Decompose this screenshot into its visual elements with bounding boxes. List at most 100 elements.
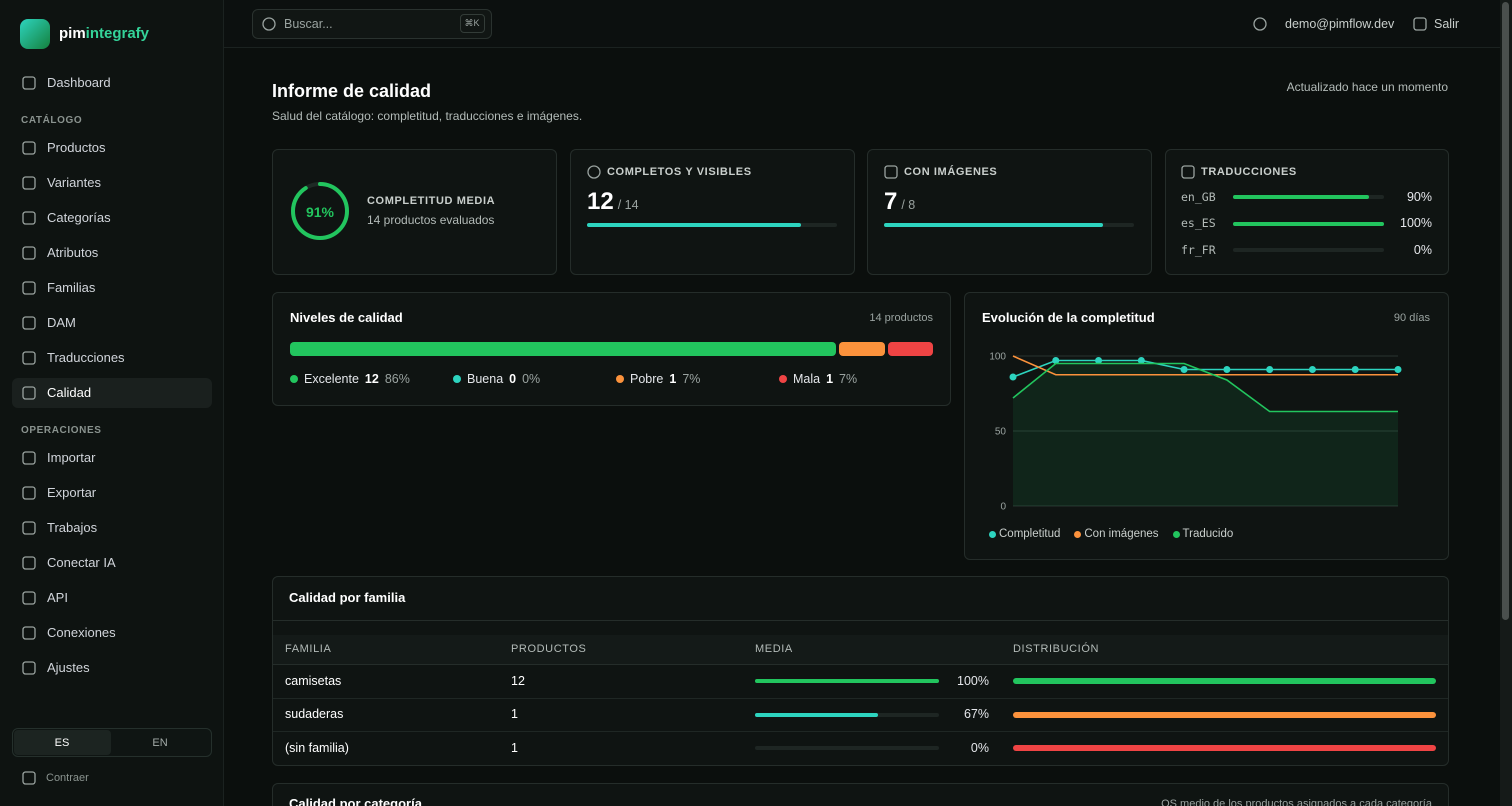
product-count: 1 <box>511 707 518 722</box>
ring-arc <box>291 182 349 240</box>
icon <box>22 521 36 535</box>
mean-label: 67% <box>963 707 989 722</box>
nav-item[interactable]: API <box>47 589 68 605</box>
icon-shape <box>1413 17 1427 31</box>
user-email: demo@pimflow.dev <box>1285 16 1395 31</box>
icon-shape <box>884 165 898 179</box>
legend-dot <box>1074 531 1082 538</box>
card-label: COMPLETOS Y VISIBLES <box>607 165 752 178</box>
level-count: 1 <box>826 371 834 386</box>
row-divider <box>273 731 1448 732</box>
nav-item[interactable]: Importar <box>47 449 96 465</box>
legend-label: Con imágenes <box>1084 527 1159 540</box>
icon-shape <box>22 316 36 330</box>
card-title: Calidad por familia <box>289 589 406 605</box>
card-complete_visible <box>570 149 855 275</box>
brand: pimintegrafy <box>59 25 149 43</box>
chart-title: Evolución de la completitud <box>982 309 1155 325</box>
product-count: 12 <box>511 673 525 688</box>
family-name: (sin familia) <box>285 740 349 755</box>
icon-shape <box>22 771 36 785</box>
family-name: camisetas <box>285 673 342 688</box>
page-subtitle: Salud del catálogo: completitud, traducc… <box>272 109 583 124</box>
icon <box>884 165 898 179</box>
card-title: Niveles de calidad <box>290 309 403 325</box>
progress-track <box>1233 248 1384 252</box>
icon <box>22 76 36 90</box>
card-category <box>272 783 1449 806</box>
card-total: / 14 <box>617 197 639 212</box>
icon-shape <box>587 165 601 179</box>
page-title: Informe de calidad <box>272 81 432 102</box>
nav-item[interactable]: Conectar IA <box>47 554 116 570</box>
legend-dot <box>453 375 461 383</box>
search-box[interactable] <box>252 9 492 39</box>
icon-shape <box>22 626 36 640</box>
mean-label: 0% <box>970 740 989 755</box>
icon <box>22 661 36 675</box>
search-placeholder: Buscar... <box>284 16 333 31</box>
nav-item[interactable]: Productos <box>47 139 106 155</box>
nav-item[interactable]: Traducciones <box>47 349 125 365</box>
level-segment <box>887 342 933 356</box>
nav-item[interactable]: Variantes <box>47 174 101 190</box>
icon <box>22 176 36 190</box>
ring-label: 91% <box>305 203 335 220</box>
card-note: QS medio de los productos asignados a ca… <box>1161 797 1432 806</box>
card-family-table <box>272 576 1449 766</box>
icon-shape <box>22 76 36 90</box>
collapse[interactable]: Contraer <box>46 771 89 784</box>
page-updated: Actualizado hace un momento <box>1286 80 1448 95</box>
lang-option[interactable]: EN <box>152 736 168 749</box>
icon <box>22 386 36 400</box>
percent: 90% <box>1406 189 1432 204</box>
distribution-segment <box>1013 678 1436 684</box>
level-name: Pobre <box>630 371 664 386</box>
level-count: 0 <box>509 371 517 386</box>
brand-prefix: pim <box>59 25 86 42</box>
nav-section-title: OPERACIONES <box>21 424 102 436</box>
progress-fill <box>884 223 1103 227</box>
nav-item[interactable]: Familias <box>47 279 96 295</box>
nav-item[interactable]: Trabajos <box>47 519 98 535</box>
logo-icon <box>20 19 50 49</box>
icon-shape <box>22 451 36 465</box>
icon-shape <box>22 386 36 400</box>
legend-dot <box>290 375 298 383</box>
card-total: / 8 <box>901 197 916 212</box>
lang-option[interactable]: ES <box>54 736 70 749</box>
icon <box>587 165 601 179</box>
nav-item[interactable]: Categorías <box>47 209 111 225</box>
logout[interactable]: Salir <box>1434 16 1460 31</box>
icon <box>22 351 36 365</box>
nav-item[interactable]: Dashboard <box>47 74 111 90</box>
nav-item[interactable]: Atributos <box>47 244 99 260</box>
icon-shape <box>22 591 36 605</box>
level-share: 7% <box>839 371 858 386</box>
distribution-segment <box>1013 745 1436 751</box>
icon-shape <box>22 486 36 500</box>
nav-item[interactable]: DAM <box>47 314 76 330</box>
icon <box>22 556 36 570</box>
locale: en_GB <box>1181 189 1216 204</box>
mean-fill <box>755 679 939 683</box>
nav-section-title: CATÁLOGO <box>21 114 83 126</box>
icon <box>22 246 36 260</box>
level-share: 0% <box>522 371 541 386</box>
icon-shape <box>22 211 36 225</box>
nav-item[interactable]: Calidad <box>47 384 92 400</box>
column-header: FAMILIA <box>285 642 332 655</box>
nav-item[interactable]: Ajustes <box>47 659 90 675</box>
level-count: 1 <box>669 371 677 386</box>
card-completeness <box>272 149 557 275</box>
icon <box>22 281 36 295</box>
nav-item[interactable]: Conexiones <box>47 624 116 640</box>
level-segment <box>839 342 885 356</box>
icon-shape <box>1253 17 1267 31</box>
locale: fr_FR <box>1181 242 1216 257</box>
card-with_images <box>867 149 1152 275</box>
percent: 100% <box>1400 216 1432 231</box>
icon <box>1253 17 1267 31</box>
nav-item[interactable]: Exportar <box>47 484 97 500</box>
chart-subtitle: 90 días <box>1393 311 1430 324</box>
